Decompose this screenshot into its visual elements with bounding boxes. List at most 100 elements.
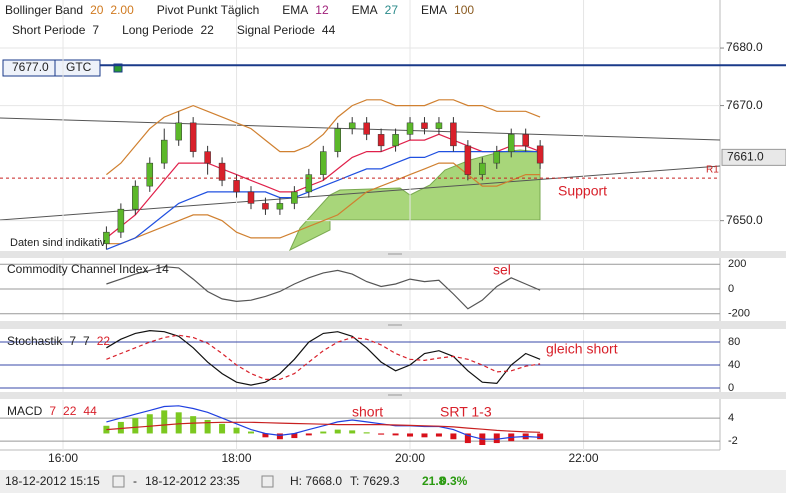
y-tick-label: 7670.0 [726,98,763,112]
panel-param: 22 [63,404,77,418]
histogram-bar [276,433,283,440]
status-bar [0,470,786,493]
x-tick-label: 16:00 [48,451,78,465]
histogram-bar [190,416,197,434]
legend-param: 22 [200,23,214,37]
histogram-bar [435,433,442,437]
legend-param: 7 [92,23,99,37]
annotation: Daten sind indikativ [10,237,106,249]
candle-body [262,203,269,210]
legend-param: 20 [90,3,104,17]
histogram-bar [378,433,385,435]
candle-body [103,231,110,244]
y-tick-label: 7650.0 [726,213,763,227]
candle-body [421,122,428,129]
status-change: 0.3% [440,474,468,488]
legend-param: 44 [322,23,336,37]
histogram-bar [175,412,182,434]
histogram-bar [450,433,457,440]
calendar-icon[interactable] [261,475,274,488]
candle-body [507,134,515,152]
y-tick-label: -2 [728,435,738,447]
candle-body [479,162,486,175]
bollinger-upper [106,99,541,176]
panel-param: 7 [49,404,56,418]
histogram-bar [537,433,544,440]
histogram-bar [363,432,370,434]
candle-body [276,203,284,210]
y-tick-label: 40 [728,359,740,371]
annotation: Support [558,183,607,199]
candle-body [218,162,226,181]
pivot-label: R1 [706,165,719,176]
y-tick-label: 4 [728,412,734,424]
annotation: SRT 1-3 [440,404,492,420]
candle-body [522,134,529,147]
histogram-bar [407,433,414,437]
candle-body [348,122,356,129]
panel-param: 14 [155,262,169,276]
candle-body [233,180,240,193]
candle-body [160,139,168,164]
candle-body [291,191,298,204]
candle-body [204,151,211,164]
calendar-icon[interactable] [112,475,125,488]
legend-name: Pivot Punkt Täglich [157,3,260,17]
candle-body [247,191,255,204]
histogram-bar [117,421,124,434]
histogram-bar [204,420,211,434]
candle-body [320,151,327,175]
panel-title: Stochastik [7,334,63,348]
candle-body [450,122,457,147]
legend-name: Signal Periode [237,23,315,37]
order-price: 7677.0 [12,60,49,74]
legend-param: 100 [454,3,474,17]
x-tick-label: 20:00 [395,451,425,465]
candle-body [189,122,197,152]
order-kind: GTC [66,60,92,74]
legend-name: Short Periode [12,23,86,37]
x-tick-label: 18:00 [222,451,252,465]
status-text: H: 7668.0 [290,474,342,488]
candle-body [536,145,544,164]
panel-param: 7 [83,334,90,348]
y-tick-label: 200 [728,258,746,270]
candle-body [406,122,414,135]
trend-line [0,117,721,141]
status-text: 18-12-2012 15:15 [5,474,100,488]
candle-body [493,151,501,164]
histogram-bar [334,429,341,434]
order-handle[interactable] [113,63,123,73]
status-text: - [133,474,137,488]
histogram-bar [247,431,254,434]
legend-param: 27 [385,3,399,17]
panel-param: 7 [69,334,76,348]
histogram-bar [320,431,327,434]
legend-param: 2.00 [110,3,134,17]
candle-body [392,134,399,147]
y-tick-label: 0 [728,382,734,394]
indicator-line [106,334,541,380]
candle-body [117,208,125,233]
annotation: sel [493,262,511,278]
indicator-line [106,266,541,310]
histogram-bar [233,427,240,434]
histogram-bar [392,433,399,436]
candle-body [377,134,385,147]
status-text: T: 7629.3 [350,474,400,488]
legend-name: EMA [352,3,378,17]
y-tick-label: 0 [728,283,734,295]
indicator-line [106,421,541,433]
histogram-bar [262,433,269,438]
panel-param: 44 [83,404,97,418]
histogram-bar [305,433,312,436]
y-tick-label: -200 [728,308,750,320]
panel-title: MACD [7,404,43,418]
order-box[interactable] [2,59,101,77]
candle-body [175,122,182,141]
indicator-line [106,329,541,386]
candle-body [464,145,472,175]
status-change: 21.8 [422,474,446,488]
last-price-label: 7661.0 [727,150,764,164]
candle-body [132,185,139,210]
